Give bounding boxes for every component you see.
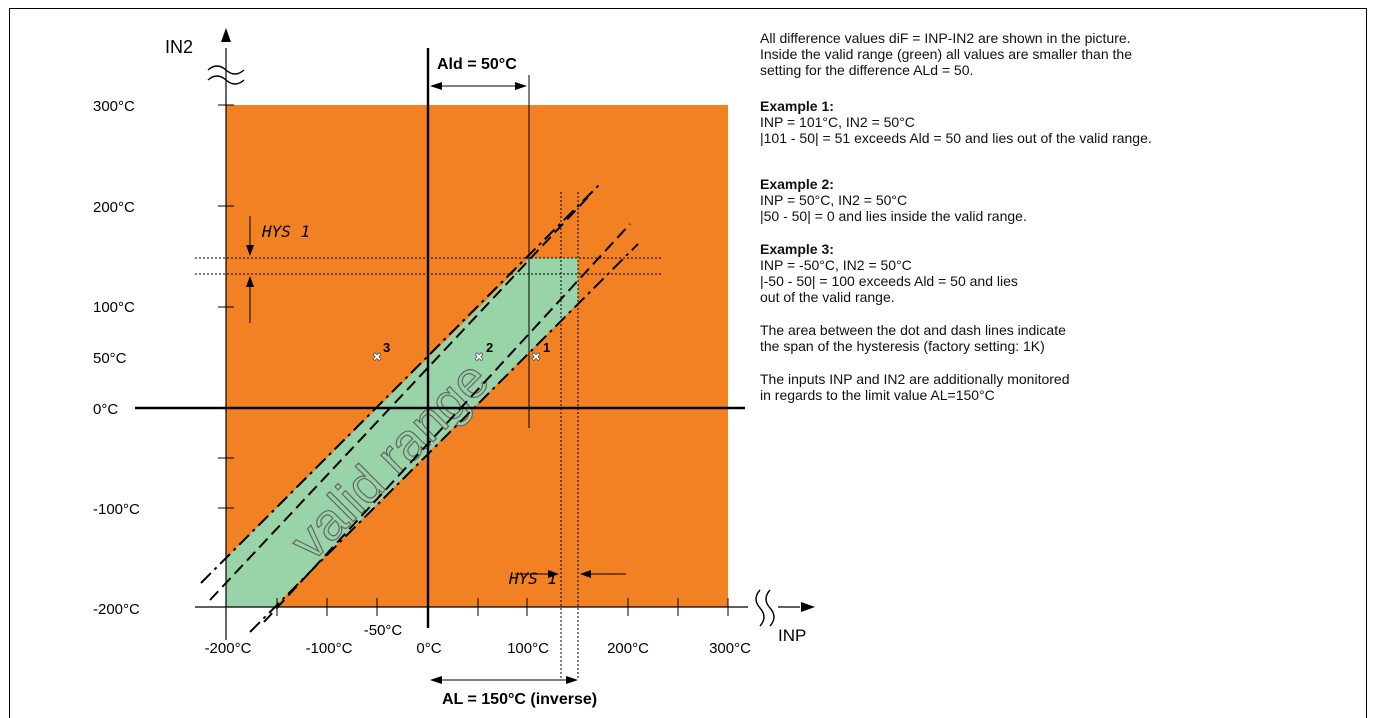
x-tick-label: -200°C xyxy=(205,640,252,657)
dashdot-line-upper xyxy=(200,181,603,584)
example-1-line: |101 - 50| = 51 exceeds Ald = 50 and lie… xyxy=(760,130,1152,146)
intro-line: Inside the valid range (green) all value… xyxy=(760,46,1132,62)
ald-arrow-right xyxy=(515,82,527,90)
hysteresis-note: The area between the dot and dash lines … xyxy=(760,322,1066,338)
inp-axis-arrow xyxy=(801,602,815,612)
example-2-line: |50 - 50| = 0 and lies inside the valid … xyxy=(760,208,1027,224)
al-arrow-right xyxy=(566,676,578,684)
hysteresis-note: the span of the hysteresis (factory sett… xyxy=(760,338,1045,354)
example-3-line: out of the valid range. xyxy=(760,289,895,305)
point-1-cross: ✖ xyxy=(531,350,541,364)
example-3-line: |-50 - 50| = 100 exceeds Ald = 50 and li… xyxy=(760,273,1018,289)
inp-axis-break xyxy=(755,589,775,627)
ald-label: Ald = 50°C xyxy=(437,56,517,73)
y-tick-label: -200°C xyxy=(93,601,140,618)
dashed-line-upper xyxy=(209,194,591,601)
point-3-cross: ✖ xyxy=(372,350,382,364)
point-3-label: 3 xyxy=(383,340,390,355)
intro-line: All difference values diF = INP-IN2 are … xyxy=(760,30,1131,46)
y-tick-label: 200°C xyxy=(93,199,135,216)
limit-note: The inputs INP and IN2 are additionally … xyxy=(760,371,1070,387)
point-2-marker: ✖ 2 xyxy=(474,340,494,364)
inp-axis-label: INP xyxy=(778,626,806,645)
y-tick-label: 0°C xyxy=(93,401,118,418)
in2-axis-arrow xyxy=(221,28,231,42)
hys-arrow-left xyxy=(580,570,591,578)
al-arrow-left xyxy=(430,676,442,684)
x-tick-label: 200°C xyxy=(607,640,649,657)
hys-label-vertical: HYS 1 xyxy=(261,222,310,241)
example-1-line: INP = 101°C, IN2 = 50°C xyxy=(760,114,915,130)
example-2-line: INP = 50°C, IN2 = 50°C xyxy=(760,192,908,208)
ald-arrow-left xyxy=(430,82,442,90)
y-tick-label: 300°C xyxy=(93,98,135,115)
in2-axis-break xyxy=(207,65,245,85)
point-3-marker: ✖ 3 xyxy=(372,340,391,364)
hys-arrow-up xyxy=(246,276,254,287)
example-3-title: Example 3: xyxy=(760,241,834,257)
valid-range-band xyxy=(226,258,578,607)
dashed-line-lower xyxy=(263,223,631,623)
x-tick-marks xyxy=(276,598,729,616)
al-label: AL = 150°C (inverse) xyxy=(442,691,597,708)
x-tick-label: 100°C xyxy=(507,640,549,657)
y-tick-label: 50°C xyxy=(93,350,127,367)
intro-line: setting for the difference ALd = 50. xyxy=(760,62,974,78)
x-tick-label: 0°C xyxy=(416,640,441,657)
y-tick-label: -100°C xyxy=(93,501,140,518)
x-tick-label: -100°C xyxy=(306,640,353,657)
limit-note: in regards to the limit value AL=150°C xyxy=(760,387,995,403)
figure-frame xyxy=(9,8,1367,718)
x-tick-label: 300°C xyxy=(709,640,751,657)
hys-arrow-down xyxy=(246,245,254,256)
in2-axis-label: IN2 xyxy=(165,37,193,57)
dashdot-line-lower xyxy=(249,243,639,633)
y-tick-marks xyxy=(218,104,234,509)
example-2-title: Example 2: xyxy=(760,176,834,192)
example-3-line: INP = -50°C, IN2 = 50°C xyxy=(760,257,912,273)
hys-arrow-right xyxy=(548,570,559,578)
example-1-title: Example 1: xyxy=(760,98,834,114)
point-1-label: 1 xyxy=(543,340,550,355)
point-1-marker: ✖ 1 xyxy=(531,340,551,364)
x-tick-label: -50°C xyxy=(364,622,403,639)
point-2-cross: ✖ xyxy=(474,350,484,364)
y-tick-label: 100°C xyxy=(93,299,135,316)
explanation-notes: All difference values diF = INP-IN2 are … xyxy=(760,30,1360,403)
point-2-label: 2 xyxy=(486,340,493,355)
